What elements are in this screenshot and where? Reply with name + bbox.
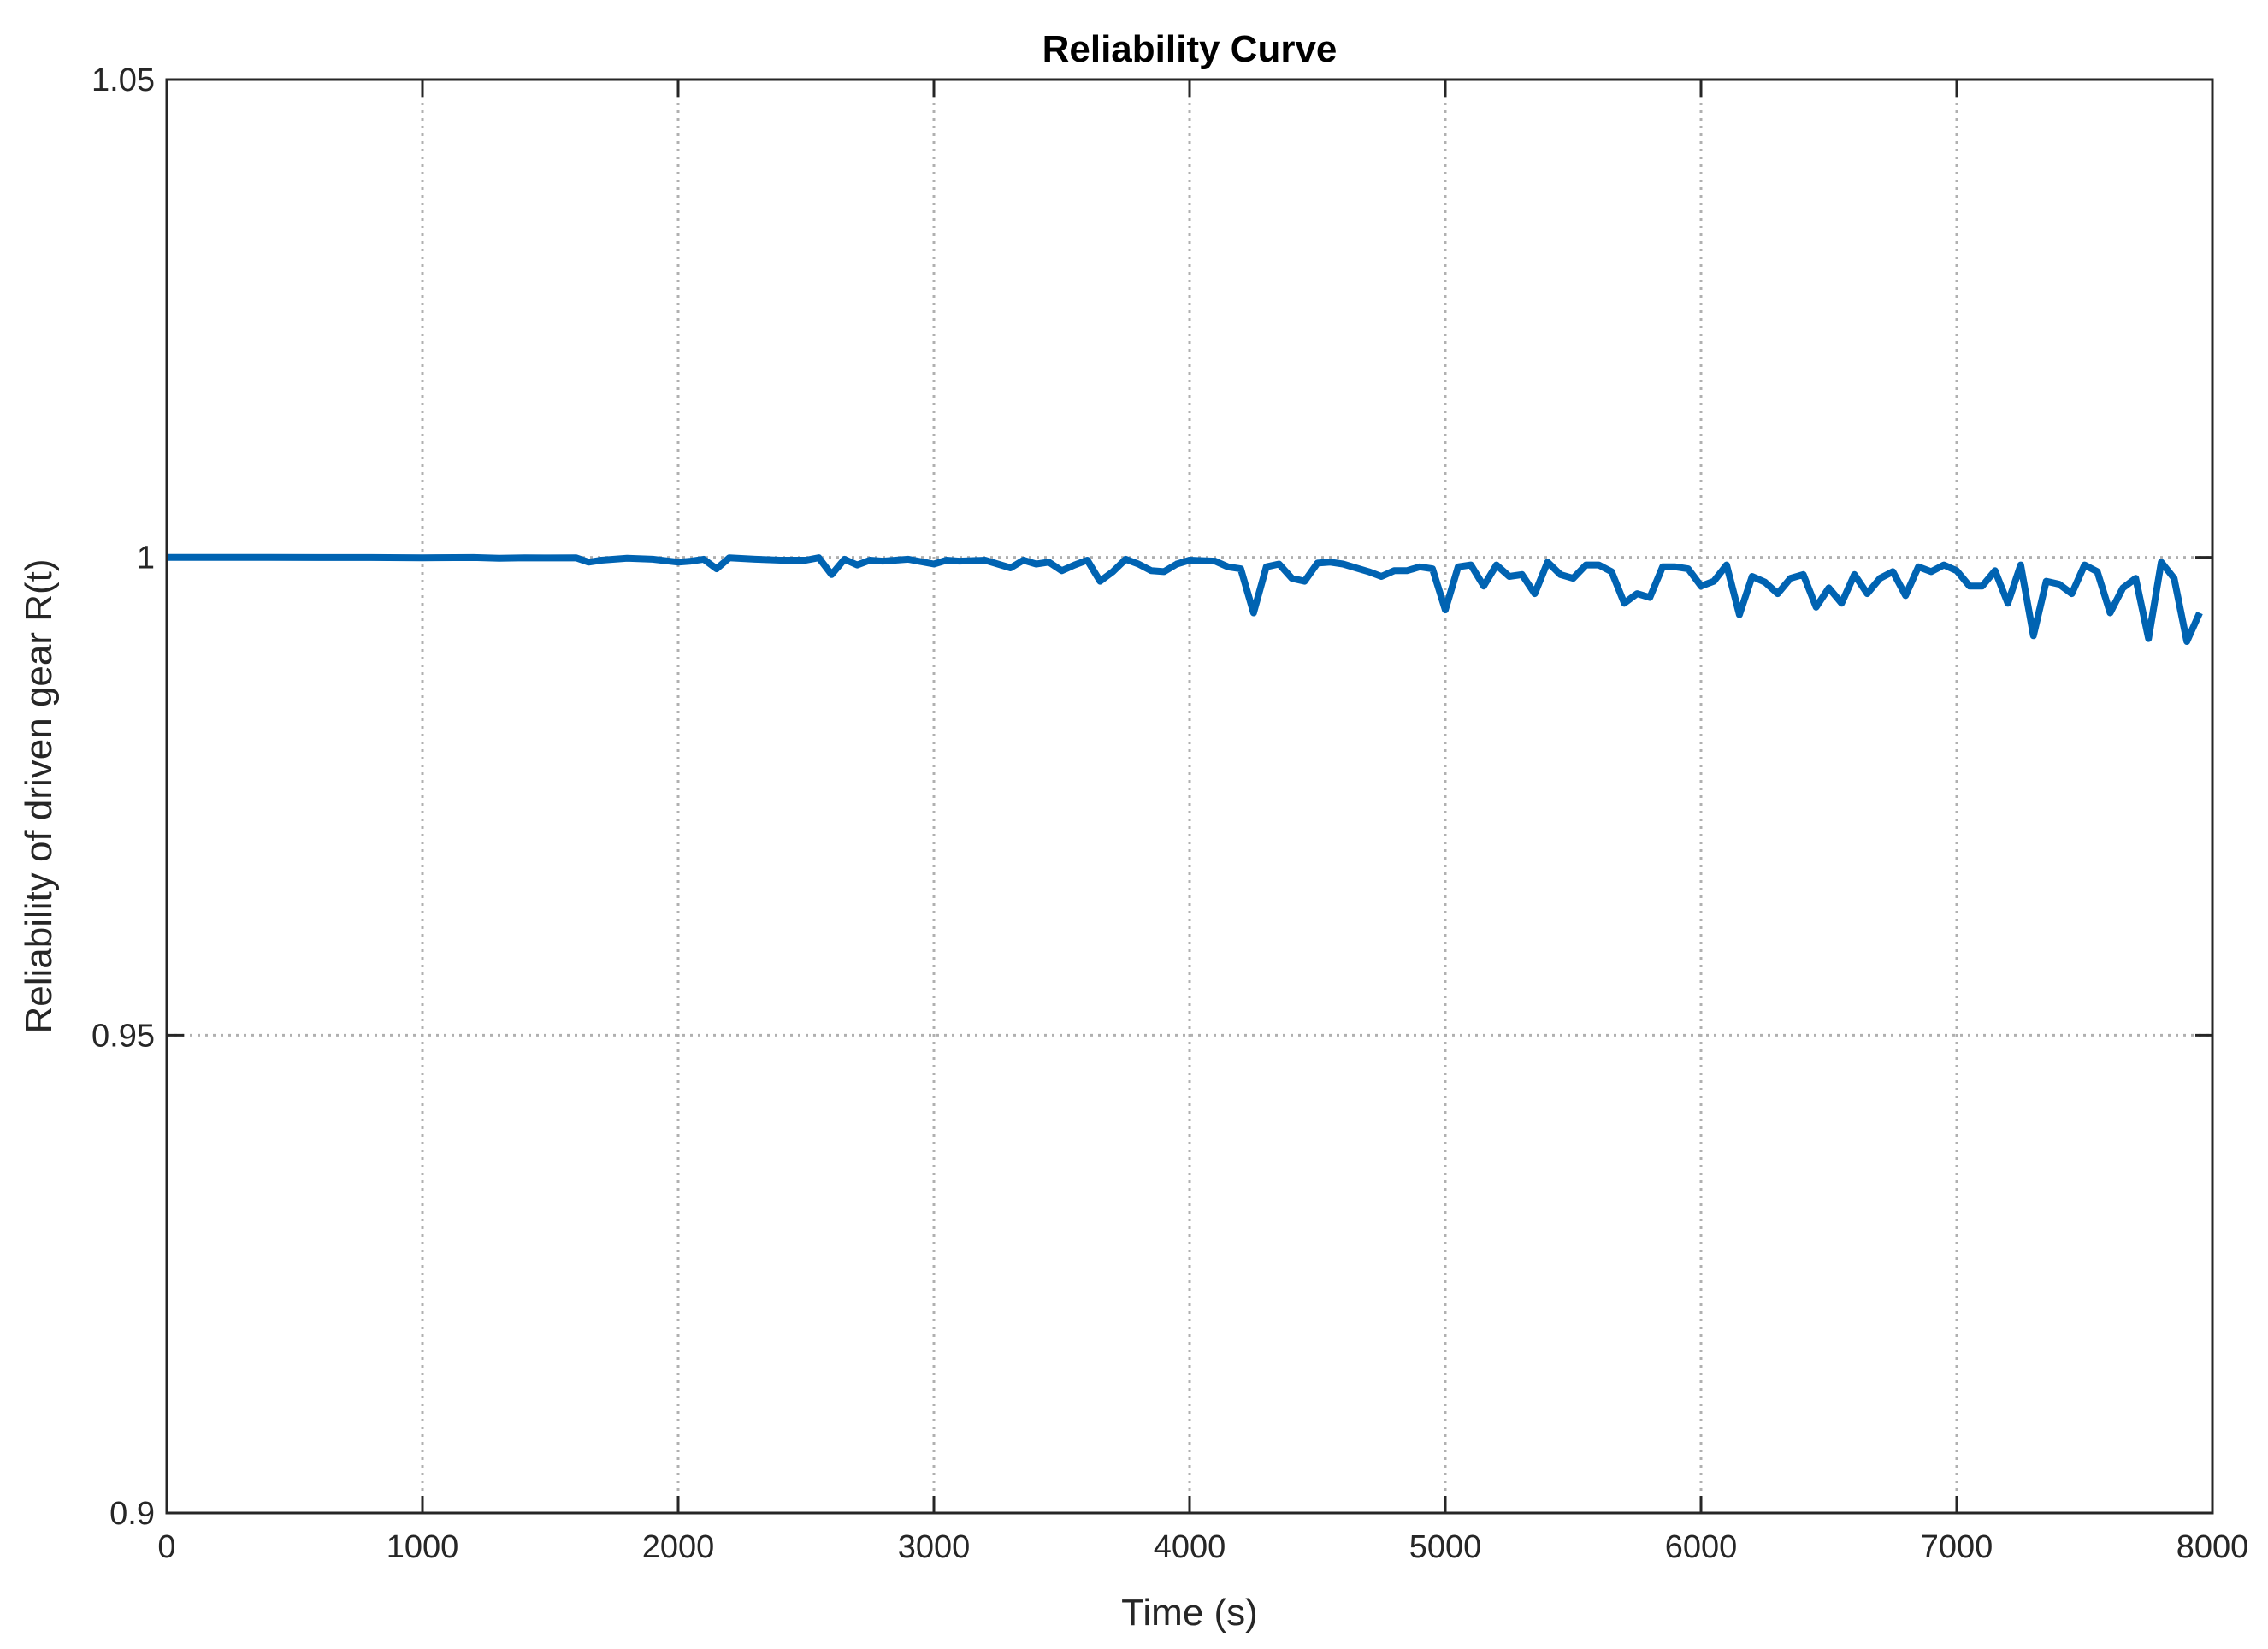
x-tick-label: 0 xyxy=(157,1529,175,1565)
x-tick-label: 7000 xyxy=(1921,1529,1993,1565)
x-tick-label: 6000 xyxy=(1665,1529,1738,1565)
x-tick-label: 4000 xyxy=(1154,1529,1226,1565)
x-axis-label: Time (s) xyxy=(1121,1592,1258,1634)
chart-title: Reliability Curve xyxy=(1042,28,1338,70)
y-tick-label: 0.95 xyxy=(92,1018,155,1054)
ticks: 0 1000 2000 3000 4000 5000 6000 7000 8000 0.9 0.95… xyxy=(92,62,2248,1565)
x-tick-label: 8000 xyxy=(2176,1529,2249,1565)
x-tick-label: 1000 xyxy=(387,1529,459,1565)
x-tick-label: 3000 xyxy=(898,1529,971,1565)
plot-frame xyxy=(165,78,2214,1515)
y-axis-label: Reliability of driven gear R(t) xyxy=(18,559,60,1033)
reliability-series-line xyxy=(167,553,2203,645)
x-tick-label: 5000 xyxy=(1409,1529,1482,1565)
x-tick-label: 2000 xyxy=(642,1529,715,1565)
y-tick-label: 1 xyxy=(137,541,155,576)
y-tick-label: 0.9 xyxy=(109,1496,155,1532)
y-tick-label: 1.05 xyxy=(92,62,155,98)
